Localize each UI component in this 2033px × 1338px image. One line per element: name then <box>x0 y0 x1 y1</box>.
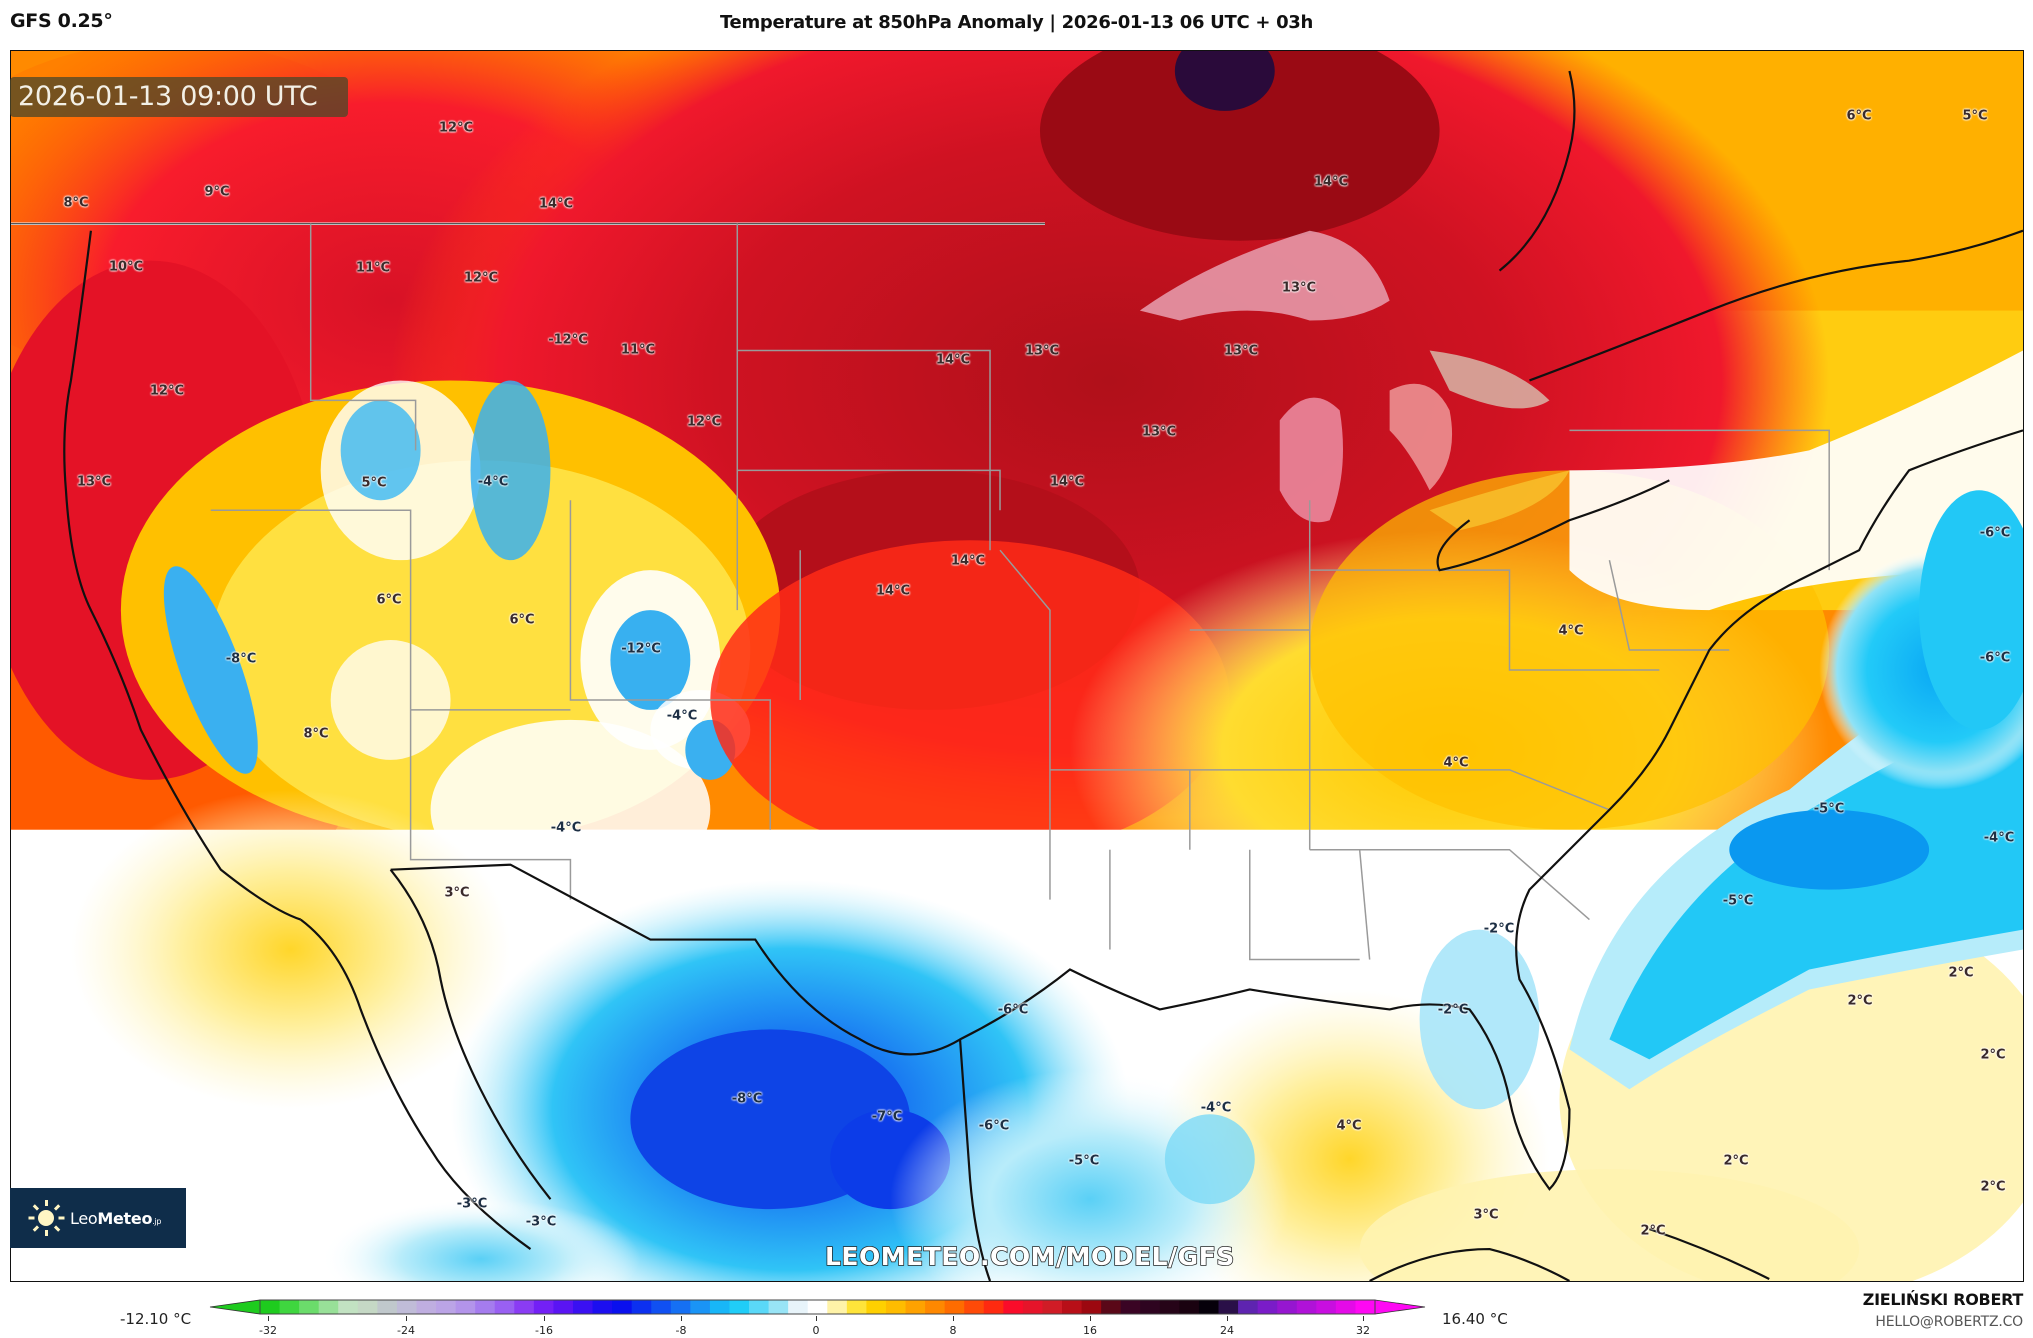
temperature-label: -6°C <box>997 1002 1029 1018</box>
temperature-label: -4°C <box>550 820 582 836</box>
temperature-label: 2°C <box>1640 1223 1666 1239</box>
leometeo-logo[interactable]: LeoMeteo.jp <box>10 1188 186 1248</box>
temperature-label: 5°C <box>361 475 387 491</box>
temperature-label: 6°C <box>509 612 535 628</box>
temperature-label: 14°C <box>1049 474 1085 490</box>
temperature-label: 3°C <box>444 885 470 901</box>
temperature-label: 2°C <box>1847 993 1873 1009</box>
temperature-label: -2°C <box>1437 1002 1469 1018</box>
logo-text: LeoMeteo.jp <box>70 1208 162 1228</box>
legend-max-value: 16.40 °C <box>1442 1310 1508 1328</box>
temperature-label: -2°C <box>1483 921 1515 937</box>
scale-tick <box>544 1316 545 1321</box>
temperature-label: 10°C <box>108 259 144 275</box>
scale-tick <box>268 1316 269 1321</box>
legend-min-value: -12.10 °C <box>120 1310 192 1328</box>
temperature-label: 9°C <box>204 184 230 200</box>
scale-tick <box>681 1316 682 1321</box>
temperature-field <box>11 51 2023 1281</box>
temperature-label: 11°C <box>620 342 656 358</box>
scale-tick <box>406 1316 407 1321</box>
temperature-label: 13°C <box>1024 343 1060 359</box>
sun-icon <box>26 1198 66 1238</box>
author-name: ZIELIŃSKI ROBERT <box>1862 1290 2024 1309</box>
temperature-label: 14°C <box>950 553 986 569</box>
temperature-label: 2°C <box>1948 965 1974 981</box>
temperature-label: -12°C <box>548 332 588 348</box>
temperature-label: 8°C <box>63 195 89 211</box>
temperature-label: 12°C <box>686 414 722 430</box>
temperature-label: 12°C <box>438 120 474 136</box>
scale-tick <box>1090 1316 1091 1321</box>
temperature-label: -6°C <box>978 1118 1010 1134</box>
color-scale-ticks: -32 -24 -16 -8 0 8 16 24 32 <box>0 1316 2033 1338</box>
scale-tick-label: -24 <box>397 1324 415 1337</box>
temperature-label: 12°C <box>463 270 499 286</box>
temperature-label: -8°C <box>225 651 257 667</box>
temperature-label: 4°C <box>1443 755 1469 771</box>
temperature-label: -6°C <box>1979 525 2011 541</box>
temperature-label: -4°C <box>1200 1100 1232 1116</box>
temperature-label: 12°C <box>149 383 185 399</box>
scale-tick <box>1363 1316 1364 1321</box>
temperature-label: 2°C <box>1980 1047 2006 1063</box>
temperature-label: 13°C <box>1141 424 1177 440</box>
temperature-label: 14°C <box>875 583 911 599</box>
temperature-label: 2°C <box>1723 1153 1749 1169</box>
temperature-label: -3°C <box>525 1214 557 1230</box>
temperature-label: 4°C <box>1336 1118 1362 1134</box>
temperature-label: -4°C <box>666 708 698 724</box>
temperature-label: -8°C <box>731 1091 763 1107</box>
temperature-label: 5°C <box>1962 108 1988 124</box>
model-name: GFS 0.25° <box>10 10 113 32</box>
temperature-label: -5°C <box>1813 801 1845 817</box>
scale-tick-label: -8 <box>675 1324 687 1337</box>
temperature-label: -4°C <box>477 474 509 490</box>
temperature-label: -12°C <box>621 641 661 657</box>
temperature-label: 13°C <box>1281 280 1317 296</box>
temperature-label: 8°C <box>303 726 329 742</box>
anomaly-map: 12°C 9°C 8°C 14°C 10°C 11°C 12°C -12°C 11°C 12°C 1… <box>10 50 2024 1282</box>
temperature-label: 11°C <box>355 260 391 276</box>
color-scale-bar <box>209 1299 1426 1315</box>
scale-tick <box>953 1316 954 1321</box>
temperature-label: -4°C <box>1983 830 2015 846</box>
temperature-label: 3°C <box>1473 1207 1499 1223</box>
watermark-url: LEOMETEO.COM/MODEL/GFS <box>824 1241 1235 1272</box>
scale-tick-label: 24 <box>1220 1324 1234 1337</box>
temperature-label: -5°C <box>1722 893 1754 909</box>
scale-tick-label: 32 <box>1356 1324 1370 1337</box>
temperature-label: 14°C <box>1313 174 1349 190</box>
temperature-label: 4°C <box>1558 623 1584 639</box>
temperature-label: -5°C <box>1068 1153 1100 1169</box>
scale-tick-label: -16 <box>535 1324 553 1337</box>
scale-tick-label: 0 <box>812 1324 820 1337</box>
temperature-label: 6°C <box>376 592 402 608</box>
temperature-label: 2°C <box>1980 1179 2006 1195</box>
scale-tick-label: 16 <box>1083 1324 1097 1337</box>
temperature-label: 6°C <box>1846 108 1872 124</box>
scale-tick-label: 8 <box>949 1324 957 1337</box>
valid-time-badge: 2026-01-13 09:00 UTC <box>10 77 348 117</box>
temperature-label: 14°C <box>935 352 971 368</box>
temperature-label: 13°C <box>76 474 112 490</box>
scale-tick <box>1227 1316 1228 1321</box>
temperature-label: -7°C <box>871 1109 903 1125</box>
scale-tick-label: -32 <box>259 1324 277 1337</box>
scale-tick <box>816 1316 817 1321</box>
chart-title: Temperature at 850hPa Anomaly | 2026-01-… <box>719 12 1314 33</box>
author-email: HELLO@ROBERTZ.CO <box>1875 1314 2023 1330</box>
temperature-label: -3°C <box>456 1196 488 1212</box>
temperature-label: 14°C <box>538 196 574 212</box>
temperature-label: -6°C <box>1979 650 2011 666</box>
temperature-label: 13°C <box>1223 343 1259 359</box>
